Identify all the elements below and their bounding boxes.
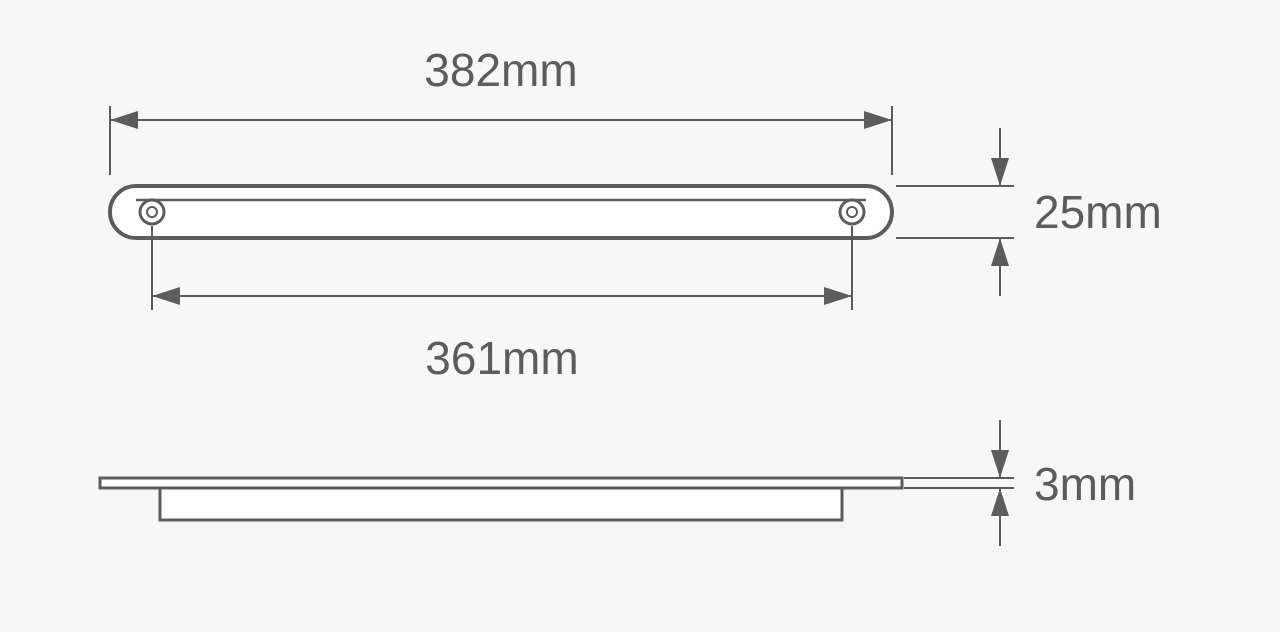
side-view xyxy=(100,478,902,520)
arrowhead-down xyxy=(991,158,1009,186)
dim-height: 25mm xyxy=(896,128,1162,296)
dim-height-label: 25mm xyxy=(1034,186,1162,238)
mounting-hole-left xyxy=(140,200,164,224)
arrowhead-right xyxy=(864,111,892,129)
body-profile xyxy=(160,488,842,520)
dim-flange-thickness-label: 3mm xyxy=(1034,458,1136,510)
strip-body-outline xyxy=(110,186,892,238)
dim-hole-pitch: 361mm xyxy=(152,226,852,384)
dim-overall-length-label: 382mm xyxy=(424,44,577,96)
dim-flange-thickness: 3mm xyxy=(904,420,1136,546)
top-view xyxy=(110,186,892,238)
arrowhead-right xyxy=(824,287,852,305)
dimension-drawing: 382mm 361mm 25mm 3mm xyxy=(0,0,1280,632)
mounting-hole-right xyxy=(840,200,864,224)
arrowhead-left xyxy=(110,111,138,129)
dim-hole-pitch-label: 361mm xyxy=(425,332,578,384)
arrowhead-up xyxy=(991,238,1009,266)
arrowhead-left xyxy=(152,287,180,305)
arrowhead-down xyxy=(991,450,1009,478)
arrowhead-up xyxy=(991,488,1009,516)
dim-overall-length: 382mm xyxy=(110,44,892,175)
